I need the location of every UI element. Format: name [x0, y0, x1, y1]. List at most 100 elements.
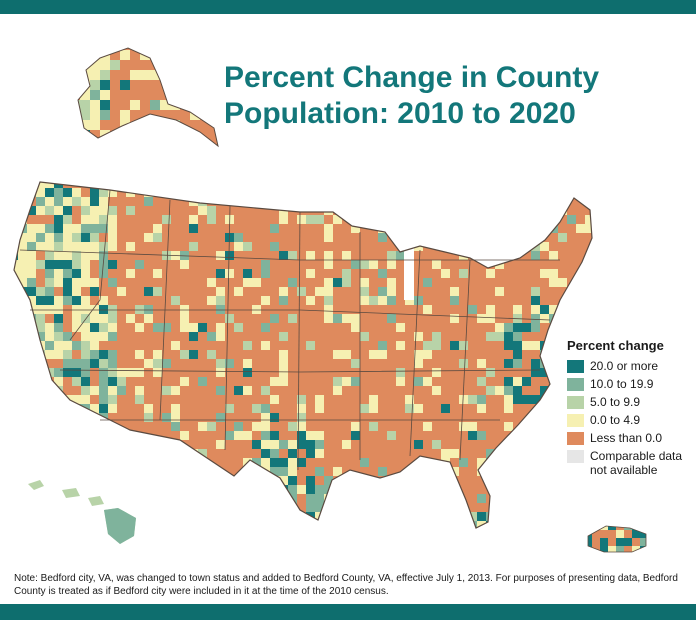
county-cell	[14, 197, 18, 206]
county-cell	[81, 386, 90, 395]
county-cell	[450, 287, 459, 296]
county-cell	[225, 359, 234, 368]
county-cell	[234, 422, 243, 431]
county-cell	[495, 233, 504, 242]
county-cell	[522, 476, 531, 485]
county-cell	[189, 458, 198, 467]
county-cell	[504, 323, 513, 332]
county-cell	[540, 539, 549, 548]
county-cell	[315, 530, 324, 539]
county-cell	[0, 494, 9, 503]
county-cell	[160, 60, 170, 70]
county-cell	[27, 539, 36, 548]
county-cell	[180, 50, 190, 60]
county-cell	[54, 206, 63, 215]
county-cell	[207, 467, 216, 476]
county-cell	[414, 404, 423, 413]
county-cell	[78, 48, 80, 50]
county-cell	[396, 512, 405, 521]
county-cell	[81, 242, 90, 251]
county-cell	[0, 179, 9, 188]
county-cell	[18, 278, 27, 287]
county-cell	[27, 494, 36, 503]
county-cell	[153, 368, 162, 377]
county-cell	[324, 278, 333, 287]
county-cell	[130, 70, 140, 80]
county-cell	[36, 467, 45, 476]
county-cell	[54, 350, 63, 359]
county-cell	[522, 449, 531, 458]
county-cell	[513, 530, 522, 539]
county-cell	[18, 233, 27, 242]
county-cell	[45, 170, 54, 179]
county-cell	[54, 467, 63, 476]
county-cell	[495, 512, 504, 521]
county-cell	[306, 539, 315, 548]
county-cell	[54, 197, 63, 206]
county-cell	[450, 314, 459, 323]
county-cell	[100, 70, 110, 80]
top-band	[0, 0, 696, 14]
county-cell	[261, 197, 270, 206]
county-cell	[140, 70, 150, 80]
county-cell	[180, 431, 189, 440]
county-cell	[153, 359, 162, 368]
county-cell	[54, 251, 63, 260]
county-cell	[261, 422, 270, 431]
county-cell	[63, 503, 72, 512]
county-cell	[72, 296, 81, 305]
county-cell	[100, 140, 110, 146]
us-outline	[13, 181, 593, 529]
county-cell	[153, 224, 162, 233]
county-cell	[200, 110, 210, 120]
county-cell	[36, 494, 45, 503]
county-cell	[207, 278, 216, 287]
county-cell	[477, 494, 486, 503]
county-cell	[14, 182, 18, 188]
county-cell	[585, 521, 592, 528]
county-cell	[0, 278, 9, 287]
county-cell	[36, 233, 45, 242]
legend-label: 20.0 or more	[590, 359, 659, 373]
legend-item: Comparable data not available	[567, 449, 692, 477]
county-cell	[99, 332, 108, 341]
county-cell	[171, 413, 180, 422]
county-cell	[234, 431, 243, 440]
county-cell	[315, 215, 324, 224]
county-cell	[18, 305, 27, 314]
map-title: Percent Change in County Population: 201…	[224, 60, 664, 132]
county-cell	[90, 314, 99, 323]
county-cell	[14, 368, 18, 377]
county-cell	[324, 251, 333, 260]
county-cell	[0, 269, 9, 278]
county-cell	[135, 386, 144, 395]
county-cell	[14, 188, 18, 197]
county-cell	[549, 278, 558, 287]
county-cell	[198, 476, 207, 485]
county-cell	[72, 341, 81, 350]
county-cell	[117, 377, 126, 386]
county-cell	[531, 224, 540, 233]
county-cell	[459, 458, 468, 467]
county-cell	[288, 251, 297, 260]
county-cell	[120, 110, 130, 120]
county-cell	[0, 458, 9, 467]
county-cell	[0, 395, 9, 404]
county-cell	[160, 130, 170, 140]
county-cell	[81, 350, 90, 359]
county-cell	[189, 449, 198, 458]
county-cell	[99, 368, 108, 377]
county-cell	[414, 182, 423, 188]
county-cell	[81, 341, 90, 350]
county-cell	[45, 206, 54, 215]
county-cell	[36, 224, 45, 233]
county-cell	[351, 215, 360, 224]
county-cell	[110, 80, 120, 90]
county-cell	[135, 503, 144, 512]
county-cell	[216, 323, 225, 332]
county-cell	[45, 350, 54, 359]
county-cell	[558, 182, 567, 188]
county-cell	[90, 404, 99, 413]
county-cell	[54, 233, 63, 242]
county-cell	[180, 350, 189, 359]
